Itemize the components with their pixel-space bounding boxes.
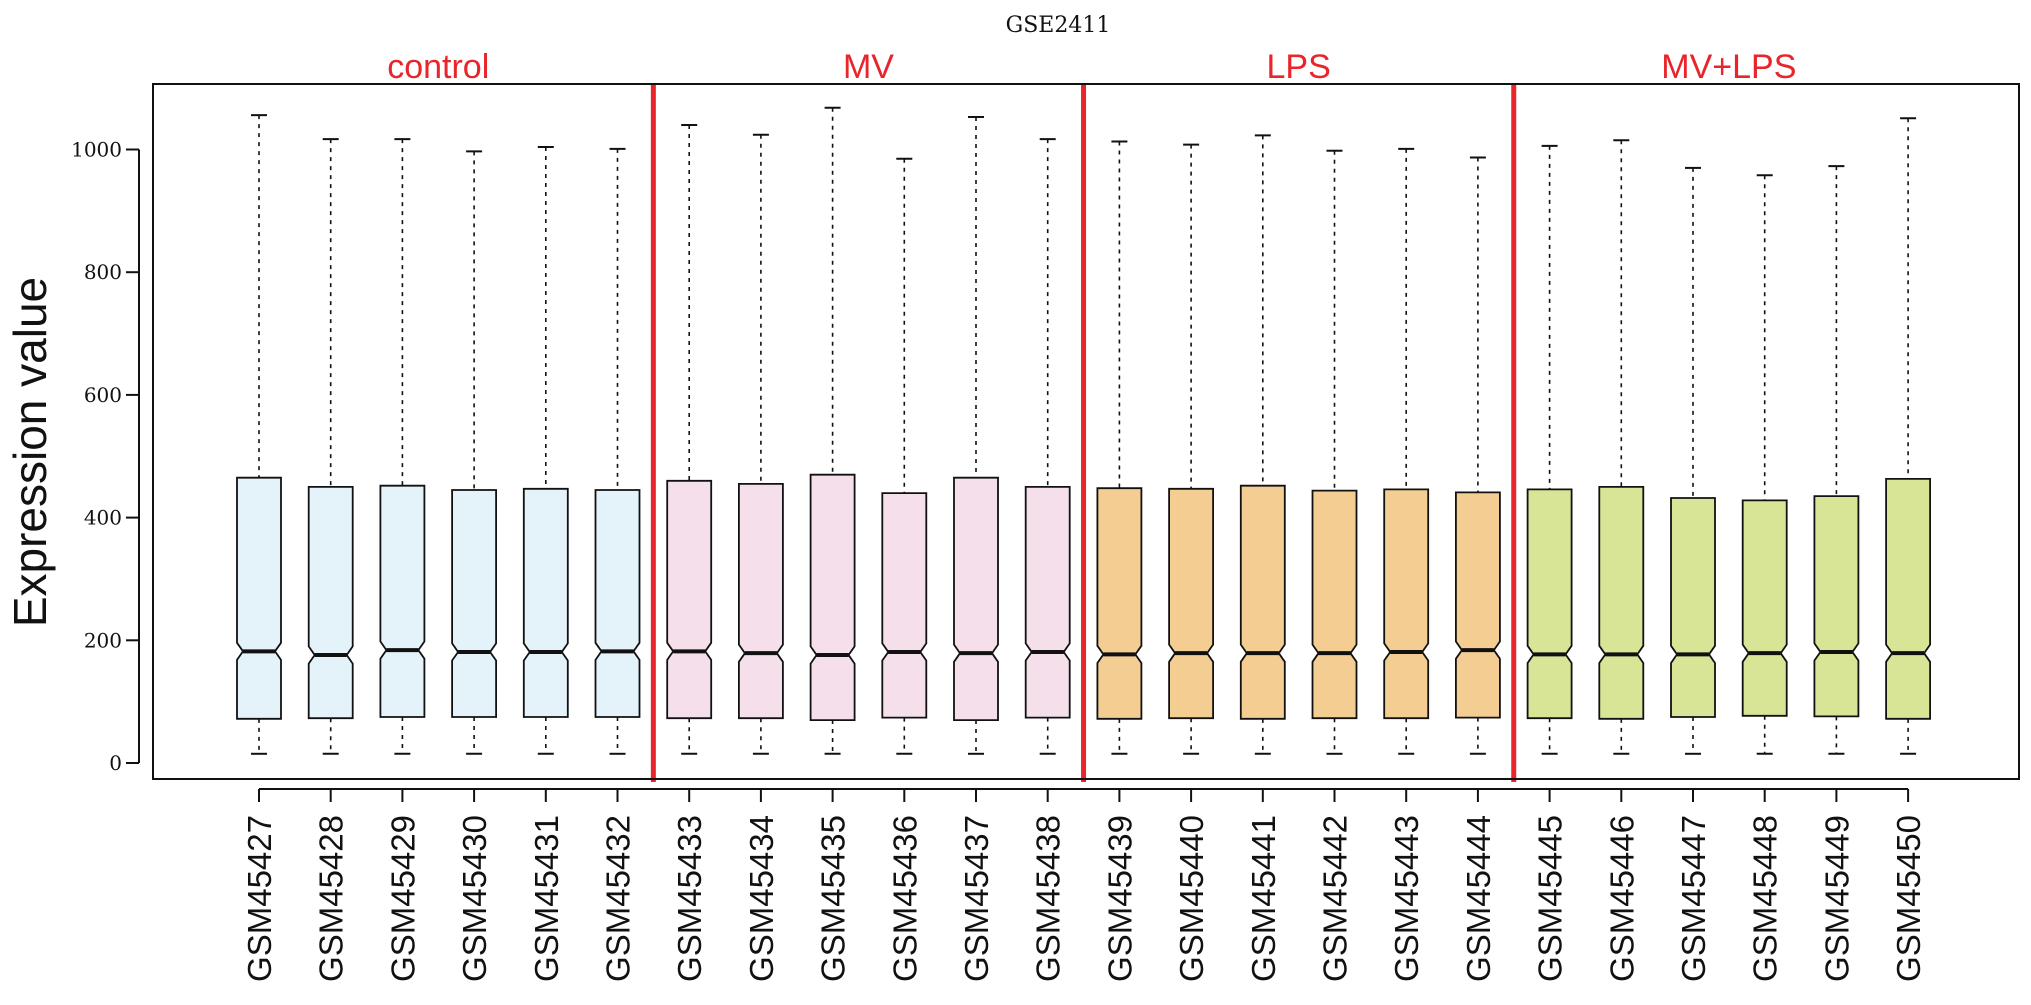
box-body xyxy=(1598,485,1645,720)
box-GSM45441 xyxy=(1239,134,1286,755)
box-GSM45435 xyxy=(809,106,856,755)
box-GSM45443 xyxy=(1383,147,1430,755)
y-tick-label: 200 xyxy=(84,628,122,652)
box-GSM45427 xyxy=(236,114,282,755)
x-tick-label: GSM45444 xyxy=(1460,815,1497,982)
x-tick-label: GSM45438 xyxy=(1030,815,1067,982)
x-tick-label: GSM45440 xyxy=(1173,815,1210,982)
box-GSM45438 xyxy=(1024,138,1071,755)
box-GSM45444 xyxy=(1455,156,1501,755)
group-label-0: control xyxy=(387,48,489,86)
y-axis: 0 200 400 600 800 1000 xyxy=(71,138,140,775)
box-body xyxy=(1813,495,1860,718)
x-tick-label: GSM45428 xyxy=(313,815,350,982)
group-separators xyxy=(650,84,1517,782)
box-body xyxy=(1741,499,1788,717)
box-body xyxy=(1455,491,1501,719)
box-GSM45434 xyxy=(738,133,784,755)
box-body xyxy=(666,479,713,720)
box-GSM45437 xyxy=(953,115,999,755)
box-GSM45440 xyxy=(1168,143,1214,755)
boxes xyxy=(236,106,1931,755)
box-GSM45445 xyxy=(1526,144,1573,755)
x-tick-label: GSM45442 xyxy=(1317,815,1354,982)
x-tick-label: GSM45448 xyxy=(1747,815,1784,982)
x-tick-label: GSM45436 xyxy=(886,815,923,982)
x-tick-label: GSM45447 xyxy=(1675,815,1712,982)
x-tick-label: GSM45439 xyxy=(1101,815,1138,982)
x-tick-label: GSM45446 xyxy=(1603,815,1640,982)
box-GSM45432 xyxy=(594,147,641,755)
group-label-2: LPS xyxy=(1267,48,1331,86)
box-body xyxy=(1670,497,1716,718)
x-tick-label: GSM45445 xyxy=(1532,815,1569,982)
box-body xyxy=(809,473,856,721)
x-tick-label: GSM45449 xyxy=(1818,815,1855,982)
y-tick-label: 600 xyxy=(84,383,122,407)
box-body xyxy=(594,489,641,718)
x-tick-label: GSM45450 xyxy=(1890,815,1927,982)
x-tick-label: GSM45431 xyxy=(528,815,565,982)
box-body xyxy=(1311,489,1358,720)
x-tick-label: GSM45432 xyxy=(600,815,637,982)
box-GSM45428 xyxy=(307,138,354,755)
group-labels: control MV LPS MV+LPS xyxy=(387,48,1796,86)
x-tick-label: GSM45434 xyxy=(743,815,780,982)
box-GSM45447 xyxy=(1670,166,1716,755)
box-body xyxy=(379,484,426,718)
box-body xyxy=(1239,484,1286,720)
box-body xyxy=(1024,485,1071,719)
box-body xyxy=(738,482,784,720)
box-body xyxy=(1383,488,1430,720)
x-tick-label: GSM45427 xyxy=(241,815,278,982)
box-GSM45439 xyxy=(1096,140,1143,755)
box-GSM45448 xyxy=(1741,174,1788,755)
box-body xyxy=(1885,477,1931,720)
x-tick-label: GSM45443 xyxy=(1388,815,1425,982)
y-axis-label: Expression value xyxy=(4,277,56,627)
box-body xyxy=(1526,488,1573,720)
box-body xyxy=(1096,487,1143,720)
box-body xyxy=(522,487,569,718)
box-GSM45430 xyxy=(451,150,498,755)
x-tick-label: GSM45441 xyxy=(1245,815,1282,982)
group-label-3: MV+LPS xyxy=(1661,48,1796,86)
box-body xyxy=(953,476,999,721)
box-GSM45436 xyxy=(881,157,928,755)
box-GSM45450 xyxy=(1885,117,1931,755)
box-body xyxy=(307,485,354,720)
x-tick-label: GSM45435 xyxy=(815,815,852,982)
box-GSM45431 xyxy=(522,146,569,755)
y-tick-label: 0 xyxy=(109,751,122,775)
box-GSM45442 xyxy=(1311,149,1358,755)
box-body xyxy=(451,489,498,718)
chart-title: GSE2411 xyxy=(1006,13,1111,38)
box-body xyxy=(881,492,928,719)
box-GSM45446 xyxy=(1598,139,1645,755)
box-GSM45433 xyxy=(666,123,713,755)
y-tick-label: 1000 xyxy=(71,138,122,162)
x-axis: GSM45427 GSM45428 GSM45429 GSM45430 GSM45431… xyxy=(241,788,1927,982)
y-tick-label: 800 xyxy=(84,260,122,284)
box-GSM45429 xyxy=(379,138,426,755)
x-tick-label: GSM45433 xyxy=(671,815,708,982)
box-body xyxy=(1168,487,1214,720)
box-GSM45449 xyxy=(1813,165,1860,755)
x-tick-label: GSM45430 xyxy=(456,815,493,982)
x-tick-label: GSM45437 xyxy=(958,815,995,982)
y-tick-label: 400 xyxy=(84,506,122,530)
plot-frame xyxy=(152,83,2020,780)
box-body xyxy=(236,476,282,720)
x-tick-label: GSM45429 xyxy=(384,815,421,982)
group-label-1: MV xyxy=(843,48,894,86)
